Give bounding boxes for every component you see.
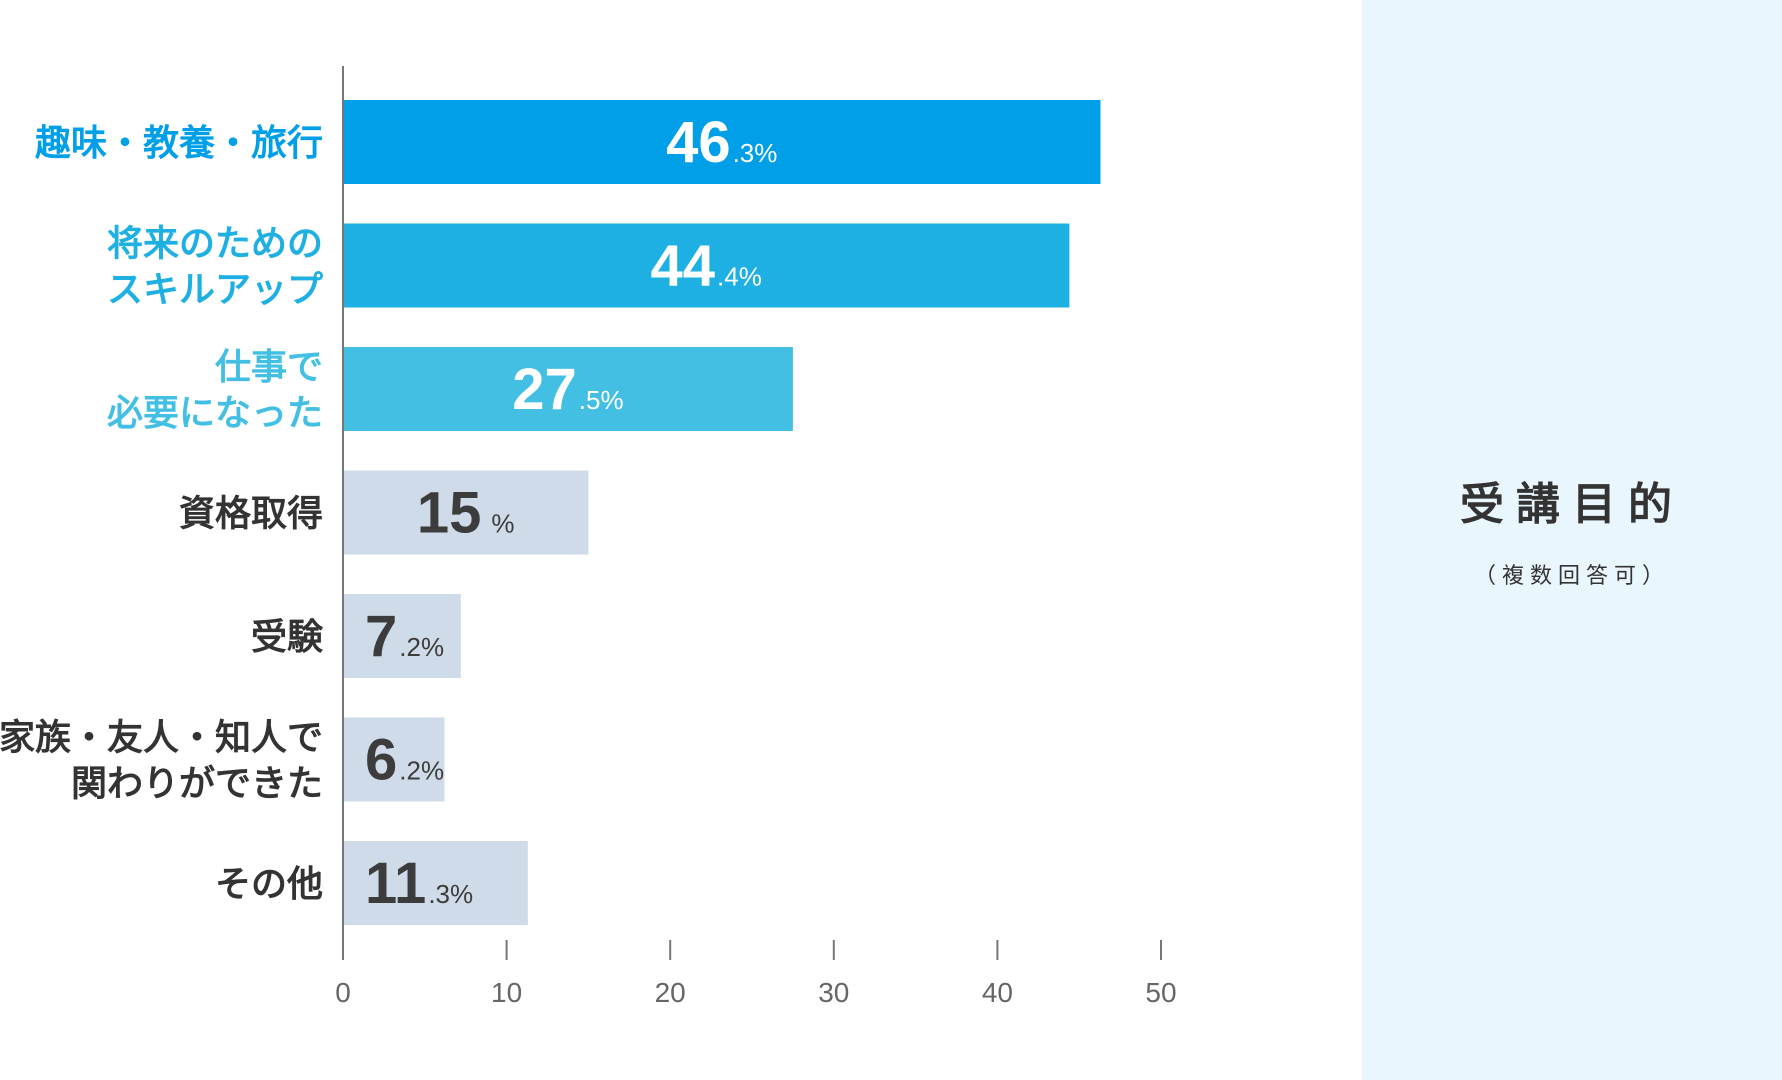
bar [343, 223, 1070, 308]
category-label: 資格取得 [179, 494, 323, 535]
x-tick-label: 20 [655, 977, 686, 1008]
bar [343, 470, 589, 555]
chart-title: 受講目的 [1460, 479, 1684, 530]
category-label: 家族・友人・知人で関わりができた [0, 718, 323, 805]
bar [343, 347, 793, 431]
bar-chart: 0 10 20 30 40 50 趣味・教養・旅行将来のためのスキルアップ仕事で必要になった… [0, 66, 1177, 1008]
x-tick-label: 10 [491, 977, 522, 1008]
bar [343, 717, 445, 802]
bar [343, 594, 461, 678]
category-label: 仕事で必要になった [107, 347, 323, 434]
x-tick-label: 40 [982, 977, 1013, 1008]
value-label: 44.4% [651, 234, 762, 299]
bar [343, 100, 1101, 184]
bar [343, 841, 528, 925]
category-label: 将来のためのスキルアップ [107, 224, 323, 311]
x-tick-label: 50 [1145, 977, 1176, 1008]
value-label: 46.3% [666, 110, 777, 175]
side-panel: 受講目的 （複数回答可） [1362, 0, 1782, 1080]
value-label: 27.5% [512, 357, 623, 422]
x-tick-label: 30 [818, 977, 849, 1008]
x-tick-label: 0 [335, 977, 351, 1008]
category-label: 趣味・教養・旅行 [35, 123, 323, 164]
value-label: 7.2% [365, 604, 444, 669]
category-label: その他 [215, 864, 323, 905]
chart-subtitle: （複数回答可） [1473, 564, 1670, 589]
value-label: 11.3% [365, 851, 473, 916]
value-label: 15% [417, 481, 515, 546]
category-label: 受験 [251, 617, 324, 658]
value-label: 6.2% [365, 728, 444, 793]
